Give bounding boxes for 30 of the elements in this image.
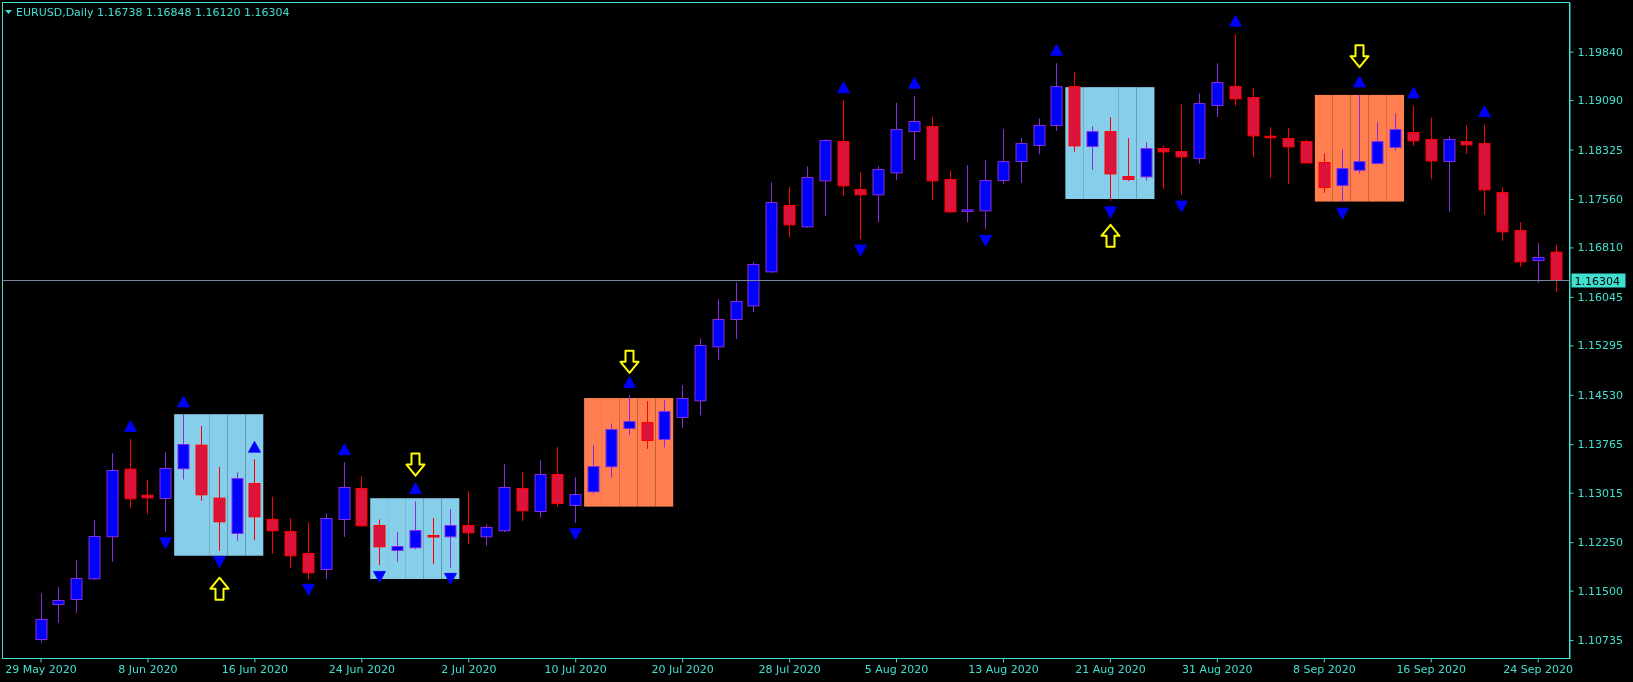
x-tick-label: 2 Jul 2020 [441, 663, 497, 677]
y-tick-label: 1.16045 [1577, 290, 1623, 304]
y-tick-label: 1.16810 [1577, 241, 1623, 255]
x-tick-label: 13 Aug 2020 [968, 663, 1039, 677]
x-tick-label: 5 Aug 2020 [864, 663, 929, 677]
x-tick-label: 31 Aug 2020 [1182, 663, 1253, 677]
y-tick-label: 1.19840 [1577, 45, 1623, 59]
x-tick-label: 8 Sep 2020 [1292, 663, 1356, 677]
y-tick-label: 1.13015 [1577, 486, 1623, 500]
y-tick-label: 1.19090 [1577, 94, 1623, 108]
x-tick-label: 10 Jul 2020 [544, 663, 607, 677]
x-tick-label: 29 May 2020 [5, 663, 77, 677]
x-tick-label: 16 Jun 2020 [221, 663, 288, 677]
x-tick-label: 24 Jun 2020 [328, 663, 395, 677]
x-tick-label: 16 Sep 2020 [1396, 663, 1467, 677]
x-tick-label: 20 Jul 2020 [651, 663, 714, 677]
y-tick-label: 1.11500 [1577, 584, 1623, 598]
y-tick-label: 1.17560 [1577, 193, 1623, 206]
y-tick-label: 1.13765 [1577, 438, 1623, 452]
y-tick-label: 1.18325 [1577, 143, 1623, 157]
x-tick-label: 28 Jul 2020 [758, 663, 821, 677]
y-tick-label: 1.12250 [1577, 536, 1623, 550]
x-tick-label: 8 Jun 2020 [118, 663, 178, 677]
y-tick-label: 1.10735 [1577, 634, 1623, 648]
x-tick-label: 21 Aug 2020 [1075, 663, 1146, 677]
ref-line-label: 1.16304 [1574, 274, 1620, 287]
y-tick-label: 1.14530 [1577, 388, 1623, 402]
y-tick-label: 1.15295 [1577, 339, 1623, 353]
x-tick-label: 24 Sep 2020 [1503, 663, 1574, 677]
chart-title: EURUSD,Daily 1.16738 1.16848 1.16120 1.16304 [16, 5, 290, 19]
